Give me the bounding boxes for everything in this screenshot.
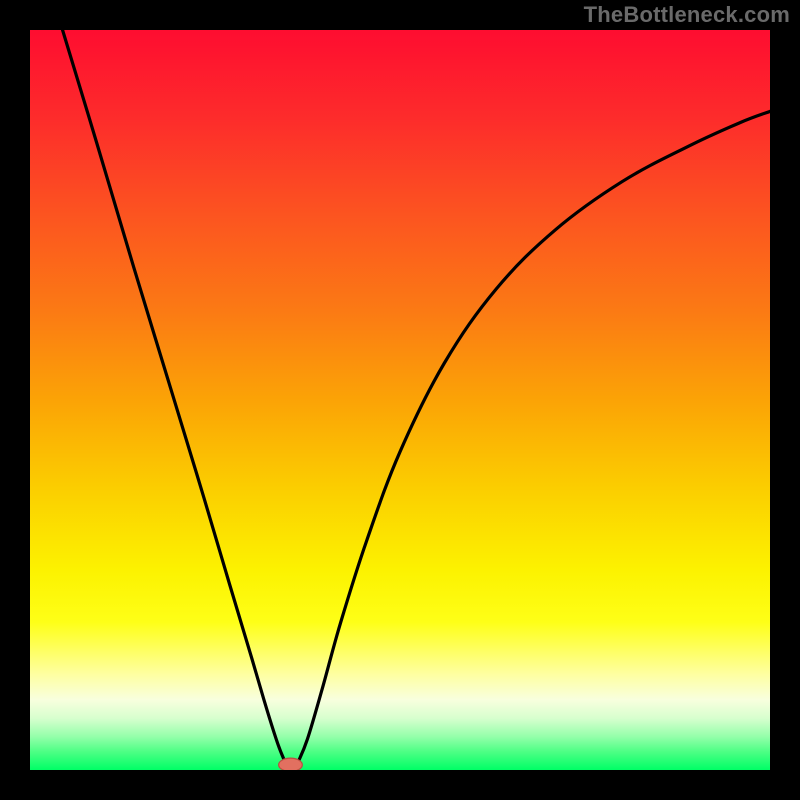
plot-area (30, 30, 770, 770)
chart-frame: TheBottleneck.com (0, 0, 800, 800)
watermark-text: TheBottleneck.com (584, 2, 790, 28)
gradient-background (30, 30, 770, 770)
chart-svg (30, 30, 770, 770)
bottleneck-marker (279, 758, 303, 770)
